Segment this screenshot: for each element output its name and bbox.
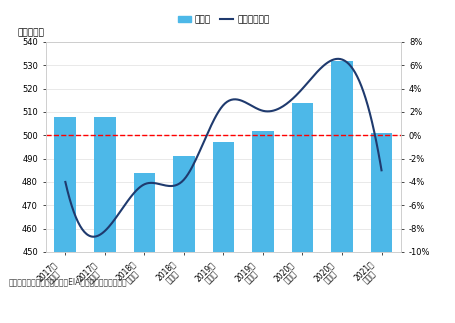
Bar (94, 117, 116, 252)
Bar (252, 130, 273, 252)
Bar (172, 156, 194, 252)
Text: 单位：亿桶: 单位：亿桶 (17, 29, 44, 38)
Bar (55, 117, 76, 252)
Bar (212, 142, 234, 252)
Bar (291, 103, 313, 252)
Bar (370, 133, 391, 252)
Text: 数据来源：美国能源信息署（EIA），东方财富搜集整理: 数据来源：美国能源信息署（EIA），东方财富搜集整理 (9, 278, 127, 287)
Legend: 库存量, 同比（右轴）: 库存量, 同比（右轴） (177, 15, 269, 24)
Bar (133, 172, 155, 252)
Bar (330, 61, 352, 252)
